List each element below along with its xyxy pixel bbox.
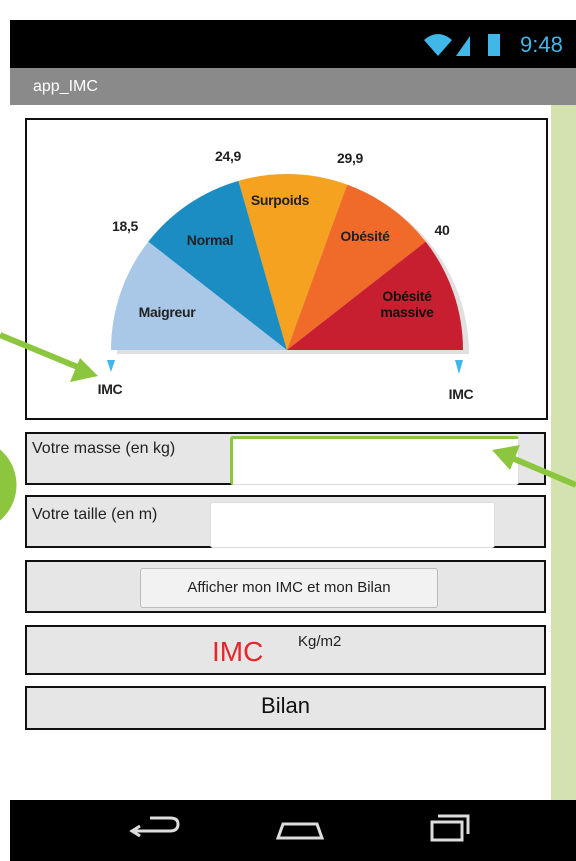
screen: 9:48 app_IMC 24,9 29,9 18,5 40 Surpoids … [0, 0, 576, 861]
annotations [0, 0, 576, 861]
